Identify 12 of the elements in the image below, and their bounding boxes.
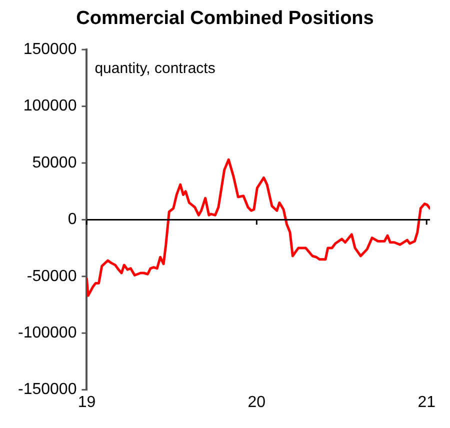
x-tick-label: 21 <box>418 394 436 411</box>
y-tick-label: -50000 <box>26 268 77 285</box>
y-tick-label: 150000 <box>23 41 77 58</box>
x-tick-label: 19 <box>78 394 96 411</box>
y-tick-label: 50000 <box>32 154 77 172</box>
y-tick-label: -150000 <box>18 381 77 398</box>
y-tick-label: -100000 <box>18 324 77 342</box>
y-tick-label: 0 <box>68 211 77 228</box>
y-tick-label: 100000 <box>23 98 77 115</box>
chart-title: Commercial Combined Positions <box>75 8 375 30</box>
y-axis-title: quantity, contracts <box>94 60 216 78</box>
x-tick-label: 20 <box>248 394 266 411</box>
